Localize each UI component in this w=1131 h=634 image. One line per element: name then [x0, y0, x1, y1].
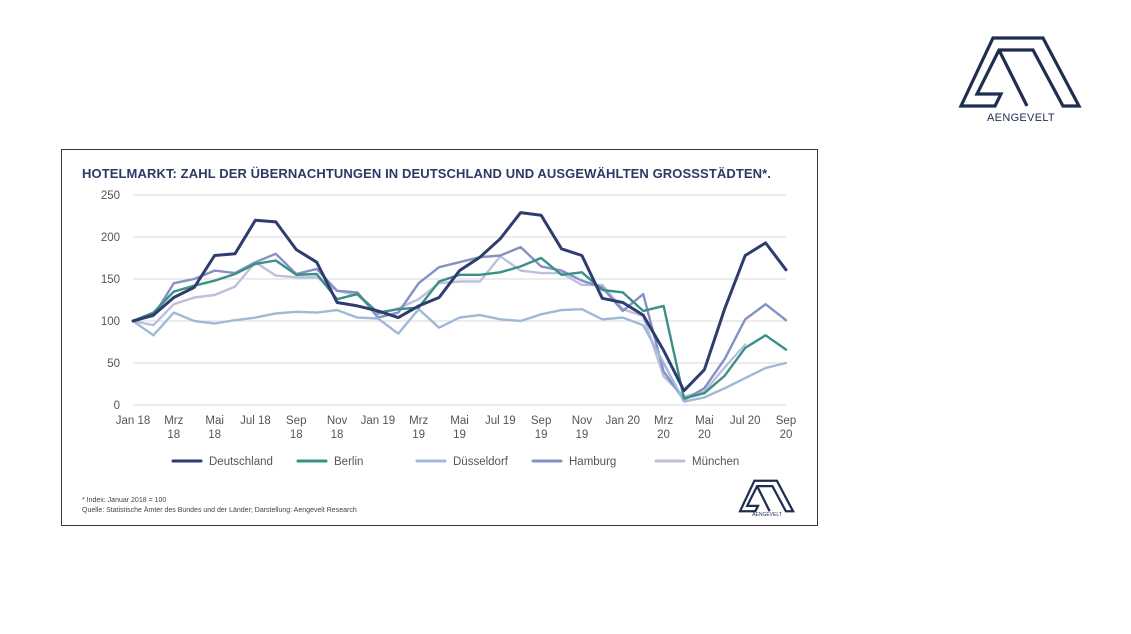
x-tick-label: Mrz 19 — [409, 415, 428, 441]
y-tick-label: 250 — [101, 190, 120, 202]
x-tick-label-line: 18 — [331, 429, 344, 441]
legend-label: München — [692, 456, 739, 468]
y-tick-label: 200 — [101, 232, 120, 244]
x-tick-label: Mrz 18 — [164, 415, 183, 441]
legend-label: Düsseldorf — [453, 456, 509, 468]
x-tick-label-line: Mrz — [164, 415, 183, 427]
x-tick-label-line: 19 — [535, 429, 548, 441]
x-tick-label-line: 19 — [576, 429, 589, 441]
y-tick-label: 50 — [107, 358, 120, 370]
x-tick-label-line: 19 — [412, 429, 425, 441]
x-tick-label: Mai 20 — [695, 415, 714, 441]
series-line-berlin — [131, 256, 788, 400]
x-tick-label: Jul 20 — [730, 415, 761, 427]
line-chart: 0 50 100 150 200 250 Jan 18 Mrz 18 Mai 18 Jul 18 Sep… — [101, 190, 796, 468]
x-tick-label-line: 18 — [208, 429, 221, 441]
y-tick-label: 150 — [101, 274, 120, 286]
legend-label: Hamburg — [569, 456, 616, 468]
x-tick-label-line: Mai — [205, 415, 224, 427]
x-tick-label-line: 20 — [780, 429, 793, 441]
legend-label: Deutschland — [209, 456, 273, 468]
x-tick-label-line: 18 — [290, 429, 303, 441]
logo-wordmark: AENGEVELT — [987, 112, 1055, 124]
aengevelt-logo: AENGEVELT — [955, 32, 1087, 128]
x-tick-label-line: Nov — [327, 415, 348, 427]
x-tick-label: Nov 18 — [327, 415, 348, 441]
x-tick-label-line: Mrz — [409, 415, 428, 427]
x-tick-label: Mrz 20 — [654, 415, 673, 441]
x-tick-label-line: Mai — [450, 415, 469, 427]
x-tick-label-line: Jan 19 — [361, 415, 396, 427]
x-tick-label-line: Jul 19 — [485, 415, 516, 427]
x-tick-label-line: Sep — [776, 415, 796, 427]
x-tick-label-line: Mai — [695, 415, 714, 427]
series-line-d-sseldorf — [131, 308, 788, 403]
x-tick-label-line: Jan 18 — [116, 415, 151, 427]
x-tick-label: Sep 18 — [286, 415, 306, 441]
x-tick-label: Sep 20 — [776, 415, 796, 441]
x-tick-label: Nov 19 — [572, 415, 593, 441]
aengevelt-logo-small: AENGEVELT — [737, 478, 797, 522]
x-tick-label-line: Jul 20 — [730, 415, 761, 427]
aengevelt-logo-mark-icon — [958, 36, 1082, 108]
x-tick-label-line: 18 — [167, 429, 180, 441]
x-tick-label-line: 19 — [453, 429, 466, 441]
x-tick-label-line: Mrz — [654, 415, 673, 427]
x-tick-label-line: Nov — [572, 415, 593, 427]
footnote-source: Quelle: Statistische Ämter des Bundes un… — [82, 507, 357, 514]
chart-frame — [61, 149, 818, 526]
chart-title: HOTELMARKT: ZAHL DER ÜBERNACHTUNGEN IN D… — [82, 166, 772, 181]
x-tick-label-line: Jul 18 — [240, 415, 271, 427]
aengevelt-logo-small-icon — [738, 479, 795, 513]
y-tick-label: 0 — [114, 400, 120, 412]
x-tick-label: Jan 19 — [361, 415, 396, 427]
x-tick-label-line: Sep — [531, 415, 551, 427]
x-tick-label: Jan 20 — [605, 415, 640, 427]
x-tick-label: Mai 18 — [205, 415, 224, 441]
x-tick-label: Jul 18 — [240, 415, 271, 427]
series-line-deutschland — [131, 211, 788, 393]
x-tick-label: Mai 19 — [450, 415, 469, 441]
x-tick-label-line: Sep — [286, 415, 306, 427]
x-tick-label-line: Jan 20 — [605, 415, 640, 427]
x-tick-label-line: 20 — [698, 429, 711, 441]
legend-label: Berlin — [334, 456, 363, 468]
x-tick-label: Sep 19 — [531, 415, 551, 441]
x-tick-label: Jul 19 — [485, 415, 516, 427]
y-tick-label: 100 — [101, 316, 120, 328]
footnote-index: * Index: Januar 2018 = 100 — [82, 497, 167, 504]
x-tick-label-line: 20 — [657, 429, 670, 441]
logo-small-wordmark: AENGEVELT — [752, 512, 782, 518]
x-tick-label: Jan 18 — [116, 415, 151, 427]
